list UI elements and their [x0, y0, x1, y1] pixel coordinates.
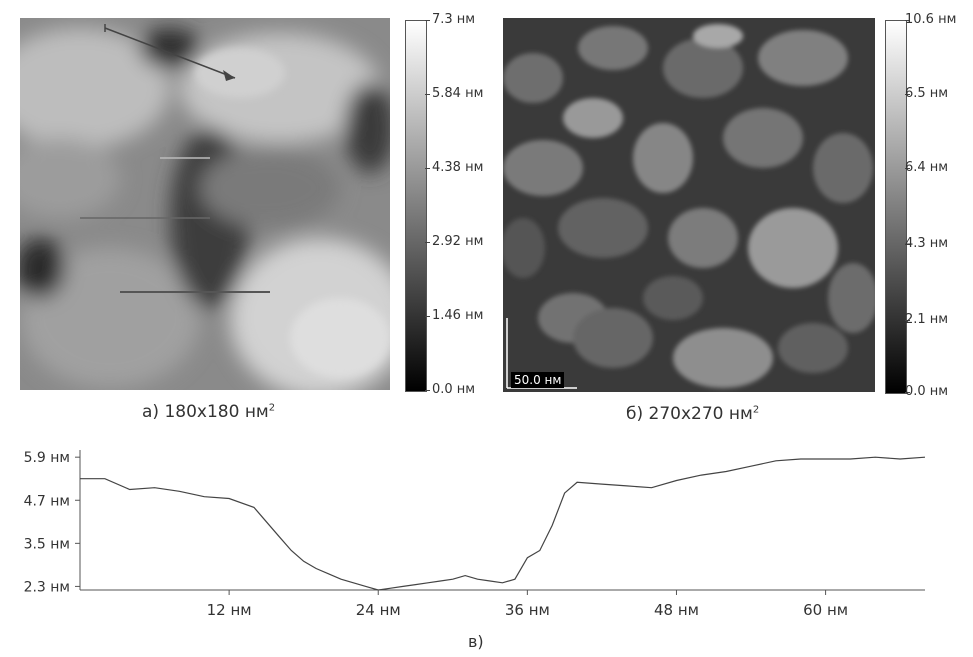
colorbar-a-label-2: 4.38 нм — [432, 160, 484, 175]
colorbar-b — [885, 20, 907, 394]
colorbar-b-label-5: 0.0 нм — [905, 384, 949, 399]
colorbar-a-label-3: 2.92 нм — [432, 234, 484, 249]
y-tick-label: 4.7 нм — [24, 493, 70, 509]
y-tick-label: 5.9 нм — [24, 450, 70, 466]
caption-b: б) 270x270 нм2 — [626, 404, 759, 424]
caption-a: а) 180x180 нм2 — [142, 402, 275, 422]
colorbar-b-label-1: 6.5 нм — [905, 86, 949, 101]
caption-a-text: а) 180x180 нм — [142, 402, 269, 422]
x-tick-label: 60 нм — [803, 601, 848, 619]
colorbar-a-label-5: 0.0 нм — [432, 382, 476, 397]
profile-x-ticks: 12 нм 24 нм 36 нм 48 нм 60 нм — [207, 590, 848, 619]
y-tick-label: 3.5 нм — [24, 536, 70, 552]
colorbar-b-label-2: 6.4 нм — [905, 160, 949, 175]
profile-axes — [79, 450, 925, 591]
colorbar-b-label-3: 4.3 нм — [905, 236, 949, 251]
colorbar-a-label-1: 5.84 нм — [432, 86, 484, 101]
profile-y-ticks: 5.9 нм 4.7 нм 3.5 нм 2.3 нм — [24, 450, 80, 595]
colorbar-a-label-0: 7.3 нм — [432, 12, 476, 27]
afm-image-b: 50.0 нм — [503, 18, 875, 392]
caption-b-text: б) 270x270 нм — [626, 404, 753, 424]
x-tick-label: 12 нм — [207, 601, 252, 619]
afm-image-b-graphic — [503, 18, 875, 392]
caption-c: в) — [468, 632, 484, 651]
profile-line — [80, 456, 926, 591]
colorbar-b-label-0: 10.6 нм — [905, 12, 957, 27]
afm-image-a — [20, 18, 390, 390]
caption-a-sup: 2 — [268, 402, 276, 414]
colorbar-a — [405, 20, 427, 392]
x-tick-label: 24 нм — [356, 601, 401, 619]
x-tick-label: 36 нм — [505, 601, 550, 619]
caption-b-sup: 2 — [752, 404, 760, 416]
x-tick-label: 48 нм — [654, 601, 699, 619]
colorbar-a-label-4: 1.46 нм — [432, 308, 484, 323]
y-tick-label: 2.3 нм — [24, 579, 70, 595]
profile-chart: 5.9 нм 4.7 нм 3.5 нм 2.3 нм 12 нм 24 нм 36 нм… — [24, 450, 926, 619]
scalebar-label: 50.0 нм — [511, 372, 565, 388]
afm-image-a-graphic — [20, 18, 390, 390]
colorbar-b-label-4: 2.1 нм — [905, 312, 949, 327]
